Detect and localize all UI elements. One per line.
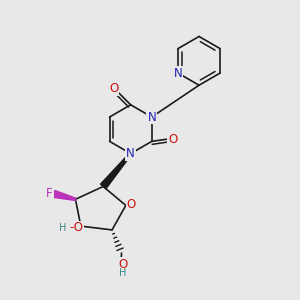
Text: -O: -O xyxy=(69,221,83,234)
Text: N: N xyxy=(174,67,182,80)
Text: O: O xyxy=(127,198,136,211)
Text: H: H xyxy=(119,268,127,278)
Polygon shape xyxy=(100,153,132,189)
Polygon shape xyxy=(53,190,76,200)
Text: N: N xyxy=(147,110,156,124)
Text: F: F xyxy=(46,188,52,200)
Text: O: O xyxy=(168,133,178,146)
Text: O: O xyxy=(109,82,119,95)
Text: H: H xyxy=(59,223,66,233)
Text: N: N xyxy=(126,147,135,160)
Text: O: O xyxy=(118,258,128,271)
